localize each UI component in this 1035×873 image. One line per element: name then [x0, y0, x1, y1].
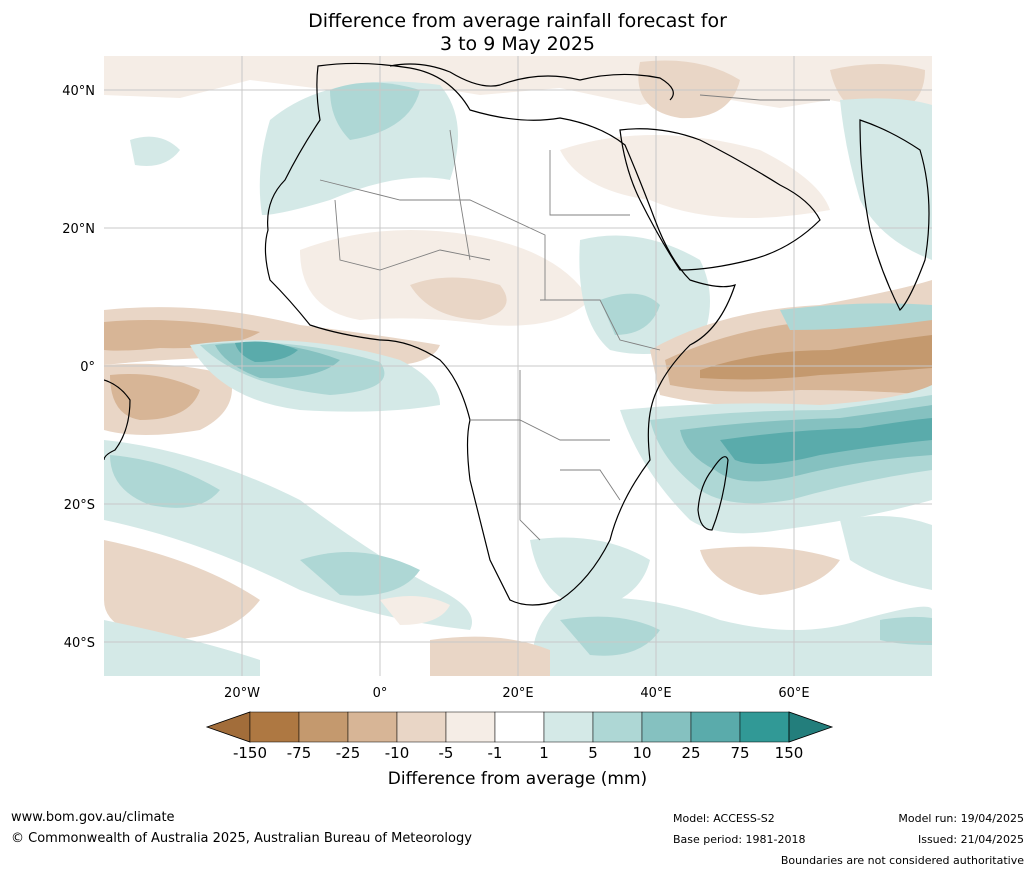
anomaly-region — [110, 455, 220, 508]
anomaly-region — [880, 616, 932, 645]
colorbar-extend-high — [788, 711, 834, 743]
lon-tick-label: 20°W — [224, 686, 260, 701]
lon-tick-label: 60°E — [778, 686, 809, 701]
colorbar-swatch — [298, 711, 349, 743]
lat-tick-label: 20°S — [64, 498, 95, 513]
colorbar-tick-label: -25 — [335, 744, 361, 762]
footer-url[interactable]: www.bom.gov.au/climate — [11, 810, 175, 825]
colorbar-tick-label: -150 — [232, 744, 268, 762]
country-border — [470, 419, 610, 441]
colorbar-swatch — [347, 711, 398, 743]
lat-tick-label: 40°S — [64, 636, 95, 651]
lon-tick-label: 0° — [373, 686, 388, 701]
country-border — [549, 150, 630, 216]
footer-disclaimer: Boundaries are not considered authoritat… — [780, 854, 1024, 867]
country-border — [334, 199, 491, 271]
colorbar-tick-label: 25 — [681, 744, 701, 762]
anomaly-region — [104, 540, 260, 640]
map-title: Difference from average rainfall forecas… — [0, 10, 1035, 56]
anomaly-region — [600, 293, 660, 335]
footer-model: Model: ACCESS-S2 — [673, 812, 775, 825]
arabia-coastline — [619, 128, 821, 271]
country-border — [319, 179, 546, 300]
anomaly-region — [700, 546, 840, 595]
country-border — [449, 129, 471, 261]
lat-tick-label: 20°N — [62, 222, 95, 237]
coastlines — [104, 62, 930, 606]
colorbar-swatch — [690, 711, 741, 743]
footer-model-run: Model run: 19/04/2025 — [898, 812, 1024, 825]
anomaly-region — [259, 81, 458, 216]
lat-tick-label: 0° — [80, 360, 95, 375]
country-border — [699, 94, 830, 101]
colorbar-swatch — [445, 711, 496, 743]
colorbar-title: Difference from average (mm) — [387, 769, 648, 789]
lat-tick-label: 40°N — [62, 84, 95, 99]
colorbar-tick-label: 150 — [774, 744, 804, 762]
colorbar-swatch — [396, 711, 447, 743]
anomaly-region — [560, 135, 830, 218]
graticule — [104, 56, 932, 676]
anomaly-region — [638, 60, 740, 119]
anomaly-region — [130, 136, 180, 166]
colorbar-tick-label: 1 — [539, 744, 549, 762]
footer-base-period: Base period: 1981-2018 — [673, 833, 806, 846]
europe-coastline — [389, 63, 674, 101]
colorbar-swatch — [739, 711, 790, 743]
lon-tick-label: 20°E — [502, 686, 533, 701]
anomaly-region — [104, 620, 260, 676]
anomaly-region — [330, 82, 420, 140]
rainfall-anomaly-field — [104, 56, 932, 676]
anomaly-region — [840, 98, 932, 260]
anomaly-region — [840, 516, 932, 590]
colorbar-tick-label: 5 — [588, 744, 598, 762]
anomaly-region — [530, 537, 650, 610]
colorbar-extend-low — [205, 711, 251, 743]
colorbar-swatch — [641, 711, 692, 743]
lon-tick-label: 40°E — [640, 686, 671, 701]
footer-copyright: © Commonwealth of Australia 2025, Austra… — [11, 831, 472, 846]
colorbar — [205, 711, 834, 743]
india-coastline — [859, 119, 930, 312]
colorbar-swatch — [494, 711, 545, 743]
colorbar-tick-label: -75 — [286, 744, 312, 762]
anomaly-region — [560, 616, 660, 656]
colorbar-tick-label: -10 — [384, 744, 410, 762]
anomaly-region — [300, 552, 420, 596]
colorbar-tick-label: 10 — [632, 744, 652, 762]
anomaly-region — [780, 303, 932, 330]
title-line-2: 3 to 9 May 2025 — [439, 33, 596, 55]
colorbar-tick-label: 75 — [730, 744, 750, 762]
title-line-1: Difference from average rainfall forecas… — [308, 10, 727, 32]
anomaly-region — [533, 597, 932, 676]
madagascar-coastline — [697, 456, 729, 531]
footer-issued: Issued: 21/04/2025 — [917, 833, 1024, 846]
country-borders — [319, 94, 830, 541]
anomaly-region — [380, 596, 450, 625]
colorbar-swatch — [249, 711, 300, 743]
anomaly-region — [235, 341, 298, 362]
country-border — [540, 299, 661, 351]
anomaly-region — [700, 335, 932, 380]
africa-coastline — [264, 62, 736, 606]
colorbar-swatch — [543, 711, 594, 743]
anomaly-region — [720, 418, 932, 464]
south-america-coastline — [104, 379, 131, 461]
axis-labels: 40°N 20°N 0° 20°S 40°S 20°W 0° 20°E 40°E… — [62, 84, 809, 701]
colorbar-tick-label: -1 — [487, 744, 503, 762]
country-border — [560, 469, 621, 501]
colorbar-tick-label: -5 — [438, 744, 454, 762]
colorbar-swatch — [592, 711, 643, 743]
anomaly-region — [110, 374, 200, 420]
anomaly-region — [430, 636, 550, 676]
anomaly-region — [410, 277, 507, 320]
